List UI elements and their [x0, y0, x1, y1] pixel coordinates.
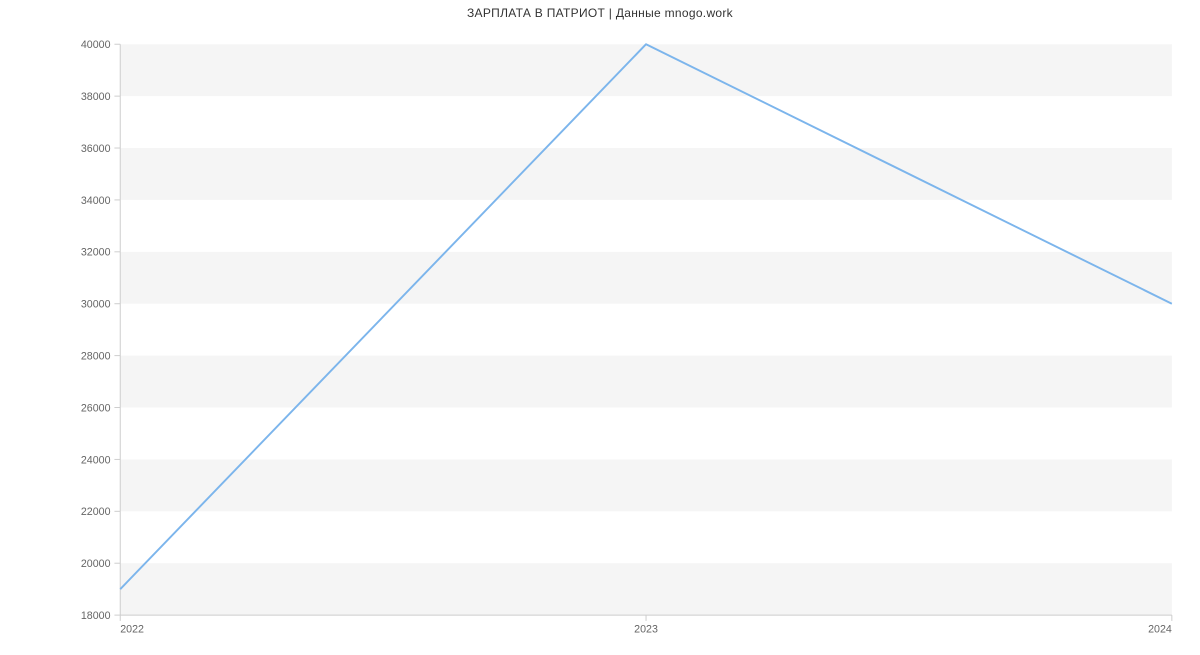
y-tick-label: 22000	[81, 506, 111, 518]
x-tick-label: 2023	[634, 624, 658, 636]
x-tick-label: 2022	[120, 624, 144, 636]
y-tick-label: 18000	[81, 610, 111, 622]
y-tick-label: 24000	[81, 454, 111, 466]
y-tick-label: 28000	[81, 350, 111, 362]
y-tick-label: 40000	[81, 39, 111, 51]
y-tick-label: 30000	[81, 299, 111, 311]
y-tick-label: 32000	[81, 247, 111, 259]
y-tick-label: 26000	[81, 402, 111, 414]
chart-title: ЗАРПЛАТА В ПАТРИОТ | Данные mnogo.work	[0, 0, 1200, 20]
line-chart-svg: 18000 20000 22000 24000 26000 28000 30000 32000…	[0, 20, 1200, 650]
chart-area: 18000 20000 22000 24000 26000 28000 30000 32000…	[0, 20, 1200, 655]
y-tick-label: 34000	[81, 195, 111, 207]
y-tick-label: 36000	[81, 143, 111, 155]
y-tick-label: 38000	[81, 91, 111, 103]
x-tick-label: 2024	[1148, 624, 1172, 636]
y-tick-label: 20000	[81, 558, 111, 570]
